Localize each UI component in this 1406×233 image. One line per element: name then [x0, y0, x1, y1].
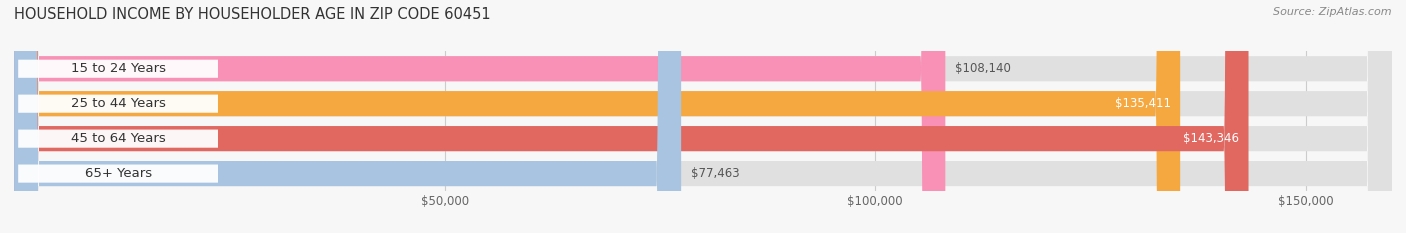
FancyBboxPatch shape	[14, 0, 1180, 233]
Text: 45 to 64 Years: 45 to 64 Years	[70, 132, 166, 145]
FancyBboxPatch shape	[18, 164, 218, 183]
Text: $77,463: $77,463	[690, 167, 740, 180]
Text: 25 to 44 Years: 25 to 44 Years	[70, 97, 166, 110]
FancyBboxPatch shape	[14, 0, 945, 233]
Text: Source: ZipAtlas.com: Source: ZipAtlas.com	[1274, 7, 1392, 17]
Text: $143,346: $143,346	[1182, 132, 1239, 145]
Text: $135,411: $135,411	[1115, 97, 1171, 110]
FancyBboxPatch shape	[14, 0, 1392, 233]
FancyBboxPatch shape	[18, 95, 218, 113]
Text: $108,140: $108,140	[955, 62, 1011, 75]
FancyBboxPatch shape	[14, 0, 1392, 233]
FancyBboxPatch shape	[14, 0, 1392, 233]
Text: 15 to 24 Years: 15 to 24 Years	[70, 62, 166, 75]
FancyBboxPatch shape	[18, 60, 218, 78]
Text: 65+ Years: 65+ Years	[84, 167, 152, 180]
Text: HOUSEHOLD INCOME BY HOUSEHOLDER AGE IN ZIP CODE 60451: HOUSEHOLD INCOME BY HOUSEHOLDER AGE IN Z…	[14, 7, 491, 22]
FancyBboxPatch shape	[14, 0, 1392, 233]
FancyBboxPatch shape	[18, 130, 218, 148]
FancyBboxPatch shape	[14, 0, 681, 233]
FancyBboxPatch shape	[14, 0, 1249, 233]
